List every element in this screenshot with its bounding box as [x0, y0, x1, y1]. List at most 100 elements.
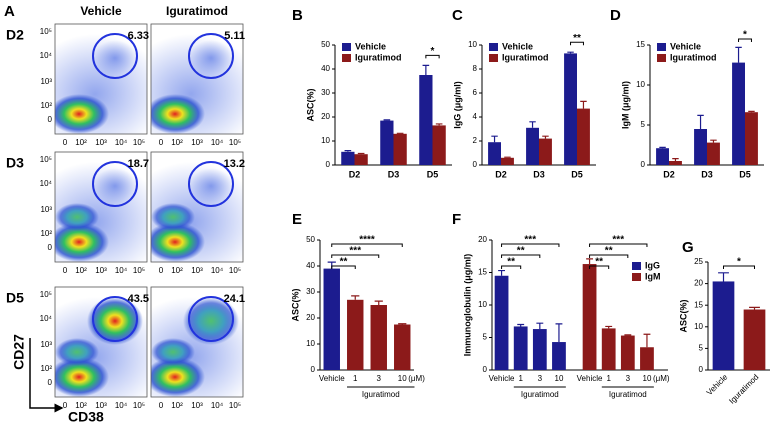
gate	[92, 33, 138, 79]
error-bar	[580, 100, 587, 109]
error-bar	[498, 269, 506, 276]
sig-label: **	[507, 257, 515, 268]
gate-percentage: 24.1	[224, 293, 245, 305]
error-bar	[672, 158, 679, 161]
bar	[694, 129, 707, 165]
bar	[743, 309, 766, 370]
gate	[188, 161, 234, 207]
flow-plot	[55, 24, 147, 134]
error-bar	[357, 152, 365, 155]
error-bar	[422, 64, 430, 75]
x-tick-label: 10²	[75, 266, 87, 275]
x-tick-label: 10⁵	[229, 138, 241, 147]
bar	[669, 161, 682, 165]
x-tick-label: 10²	[75, 138, 87, 147]
y-tick-label: 10⁴	[40, 314, 53, 323]
y-tick-label: 10	[306, 339, 315, 348]
error-bar	[718, 272, 729, 282]
bar	[532, 329, 547, 370]
bar	[601, 328, 616, 370]
sig-label: **	[340, 257, 348, 268]
sig-bracket	[570, 41, 584, 46]
x-tick-label: 10⁴	[115, 266, 128, 275]
panel-letter: C	[452, 7, 463, 24]
error-bar	[643, 333, 651, 348]
gate-percentage: 43.5	[128, 293, 149, 305]
error-bar	[555, 323, 563, 343]
plot-frame	[54, 286, 148, 398]
density	[151, 94, 205, 134]
x-tick-label: 10⁴	[211, 401, 224, 410]
x-tick-label: 10⁵	[229, 266, 241, 275]
sig-bracket	[501, 254, 541, 258]
x-tick-label: 10²	[171, 266, 183, 275]
y-tick-label: 5	[641, 120, 646, 129]
sig-label: **	[595, 257, 603, 268]
y-tick-label: 10	[478, 300, 487, 309]
flow-plot	[151, 24, 243, 134]
group-label: Iguratimod	[521, 390, 559, 399]
sig-bracket	[501, 265, 522, 269]
y-tick-label: 30	[321, 88, 330, 97]
sig-label: *	[431, 46, 435, 57]
x-tick-label: 10³	[95, 266, 107, 275]
x-tick-label: 1	[606, 374, 611, 383]
x-tick-label: 10	[643, 374, 652, 383]
x-tick-label: 3	[538, 374, 543, 383]
bar	[564, 53, 577, 165]
error-bar	[491, 135, 498, 143]
sig-bracket	[723, 265, 755, 269]
plot-frame	[150, 23, 244, 135]
x-tick-label: 1	[518, 374, 523, 383]
bar	[380, 120, 394, 165]
x-tick-label: 3	[626, 374, 631, 383]
bar	[394, 324, 411, 370]
y-axis-label: Immunoglobulin (μg/ml)	[462, 254, 472, 357]
y-tick-label: 10	[694, 322, 703, 331]
legend-swatch	[632, 273, 641, 281]
x-tick-label: 10³	[191, 401, 203, 410]
x-tick-label: 10	[398, 374, 407, 383]
x-tick-label: 10⁵	[133, 138, 145, 147]
y-tick-label: 20	[306, 313, 315, 322]
group-label: Iguratimod	[362, 390, 400, 399]
y-tick-label: 0	[48, 243, 53, 252]
row-label: D5	[6, 290, 24, 306]
flow-plot	[55, 287, 147, 397]
bar	[656, 148, 669, 165]
density	[189, 168, 233, 204]
legend-label: Iguratimod	[502, 52, 549, 62]
sig-label: ****	[359, 235, 375, 246]
y-axis-label: ASC(%)	[290, 288, 300, 321]
legend-label: IgM	[645, 271, 661, 281]
y-tick-label: 40	[321, 64, 330, 73]
flow-xlabel: CD38	[68, 409, 104, 425]
x-tick-label: 0	[159, 266, 164, 275]
y-tick-label: 10²	[40, 101, 52, 110]
bar	[419, 75, 433, 165]
legend-label: Vehicle	[502, 41, 533, 51]
sig-bracket	[331, 254, 380, 258]
y-axis-label: ASC(%)	[678, 299, 688, 332]
sig-label: *	[737, 257, 741, 268]
y-tick-label: 5	[699, 344, 704, 353]
bar	[539, 138, 552, 165]
y-tick-label: 2	[473, 136, 478, 145]
bar	[732, 62, 745, 165]
x-tick-label: 10²	[171, 401, 183, 410]
y-tick-label: 0	[699, 365, 704, 374]
gate	[188, 33, 234, 79]
y-tick-label: 10⁴	[40, 179, 53, 188]
bar	[323, 268, 340, 370]
sig-label: **	[517, 246, 525, 257]
y-axis-label: IgG (μg/ml)	[452, 81, 462, 129]
bar	[341, 151, 355, 165]
y-tick-label: 10³	[40, 340, 52, 349]
density	[87, 297, 143, 345]
y-tick-label: 10⁴	[40, 51, 53, 60]
sig-label: *	[743, 30, 747, 41]
sig-label: ***	[349, 246, 361, 257]
y-tick-label: 10²	[40, 229, 52, 238]
error-bar	[748, 110, 755, 113]
